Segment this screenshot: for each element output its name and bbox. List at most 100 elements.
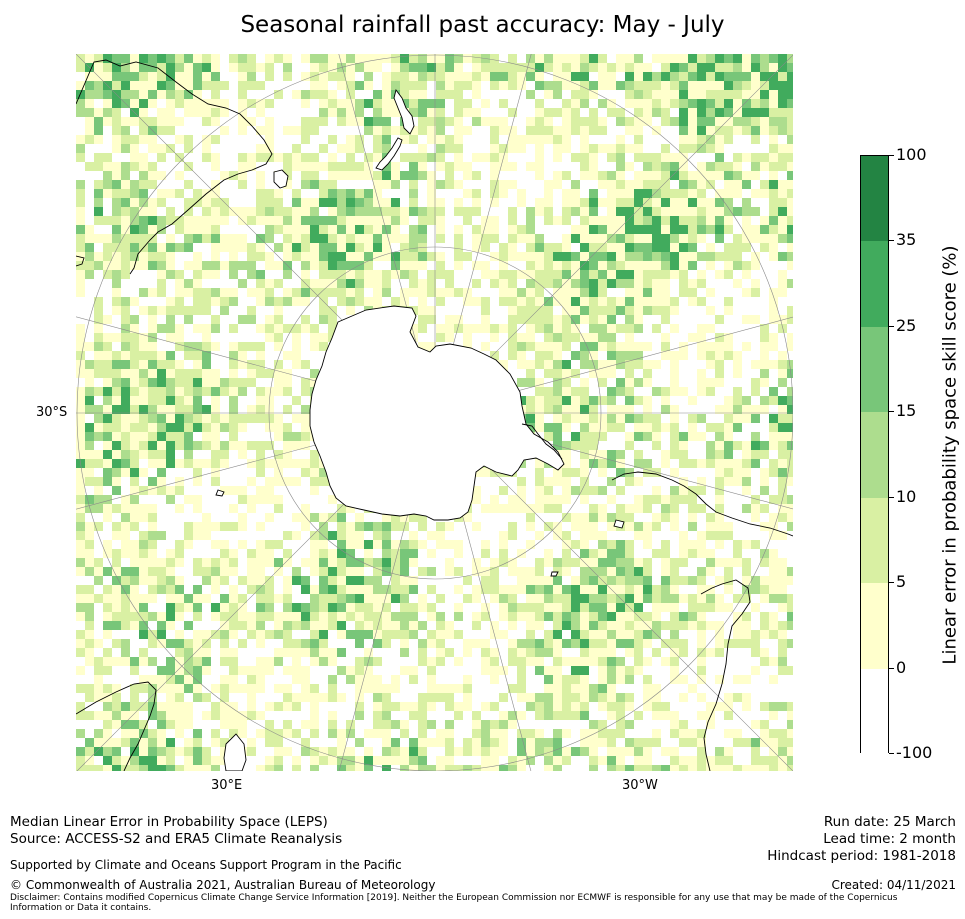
skill-cell <box>733 729 742 738</box>
skill-cell <box>247 63 256 72</box>
skill-cell <box>229 369 238 378</box>
skill-cell <box>490 144 499 153</box>
skill-cell <box>265 135 274 144</box>
skill-cell <box>166 693 175 702</box>
skill-cell <box>490 585 499 594</box>
skill-cell <box>481 234 490 243</box>
skill-cell <box>679 612 688 621</box>
skill-cell <box>571 207 580 216</box>
skill-cell <box>202 360 211 369</box>
skill-cell <box>787 180 793 189</box>
skill-cell <box>454 567 463 576</box>
skill-cell <box>355 108 364 117</box>
skill-cell <box>517 333 526 342</box>
skill-cell <box>688 396 697 405</box>
skill-cell <box>643 117 652 126</box>
skill-cell <box>94 369 103 378</box>
skill-cell <box>337 72 346 81</box>
skill-cell <box>409 531 418 540</box>
skill-cell <box>94 423 103 432</box>
skill-cell <box>157 630 166 639</box>
skill-cell <box>688 252 697 261</box>
skill-cell <box>274 261 283 270</box>
skill-cell <box>661 288 670 297</box>
skill-cell <box>184 522 193 531</box>
skill-cell <box>562 360 571 369</box>
longitude-label-30w: 30°W <box>622 778 658 793</box>
skill-cell <box>157 117 166 126</box>
skill-cell <box>94 117 103 126</box>
skill-cell <box>112 279 121 288</box>
skill-cell <box>76 495 85 504</box>
skill-cell <box>598 279 607 288</box>
skill-cell <box>508 288 517 297</box>
skill-cell <box>418 342 427 351</box>
skill-cell <box>679 477 688 486</box>
skill-cell <box>130 252 139 261</box>
skill-cell <box>130 747 139 756</box>
skill-cell <box>391 621 400 630</box>
skill-cell <box>256 126 265 135</box>
skill-cell <box>103 108 112 117</box>
skill-cell <box>112 81 121 90</box>
skill-cell <box>283 378 292 387</box>
skill-cell <box>301 171 310 180</box>
skill-cell <box>526 162 535 171</box>
skill-cell <box>544 135 553 144</box>
skill-cell <box>787 225 793 234</box>
skill-cell <box>571 468 580 477</box>
skill-cell <box>724 198 733 207</box>
skill-cell <box>292 477 301 486</box>
skill-cell <box>589 351 598 360</box>
skill-cell <box>256 765 265 771</box>
skill-cell <box>373 297 382 306</box>
skill-cell <box>202 666 211 675</box>
skill-cell <box>751 117 760 126</box>
skill-cell <box>238 360 247 369</box>
skill-cell <box>787 234 793 243</box>
skill-cell <box>598 432 607 441</box>
skill-cell <box>148 360 157 369</box>
skill-cell <box>616 180 625 189</box>
footer-disclaimer-2: Information or Data it contains. <box>10 903 152 913</box>
skill-cell <box>625 468 634 477</box>
skill-cell <box>706 135 715 144</box>
skill-cell <box>679 432 688 441</box>
skill-cell <box>166 378 175 387</box>
skill-cell <box>76 216 85 225</box>
skill-cell <box>265 207 274 216</box>
skill-cell <box>256 405 265 414</box>
skill-cell <box>202 756 211 765</box>
skill-cell <box>166 351 175 360</box>
skill-cell <box>715 252 724 261</box>
skill-cell <box>598 252 607 261</box>
skill-cell <box>463 99 472 108</box>
skill-cell <box>121 90 130 99</box>
skill-cell <box>571 396 580 405</box>
skill-cell <box>112 531 121 540</box>
skill-cell <box>328 207 337 216</box>
skill-cell <box>715 360 724 369</box>
skill-cell <box>598 288 607 297</box>
skill-cell <box>400 603 409 612</box>
skill-cell <box>202 423 211 432</box>
skill-cell <box>598 126 607 135</box>
skill-cell <box>112 189 121 198</box>
skill-cell <box>697 225 706 234</box>
skill-cell <box>382 117 391 126</box>
skill-cell <box>337 207 346 216</box>
skill-cell <box>616 171 625 180</box>
skill-cell <box>562 468 571 477</box>
skill-cell <box>787 720 793 729</box>
skill-cell <box>607 108 616 117</box>
skill-cell <box>598 225 607 234</box>
skill-cell <box>121 54 130 63</box>
skill-cell <box>463 297 472 306</box>
skill-cell <box>661 153 670 162</box>
skill-cell <box>211 432 220 441</box>
skill-cell <box>526 567 535 576</box>
skill-cell <box>535 405 544 414</box>
skill-cell <box>202 261 211 270</box>
skill-cell <box>787 666 793 675</box>
skill-cell <box>175 630 184 639</box>
